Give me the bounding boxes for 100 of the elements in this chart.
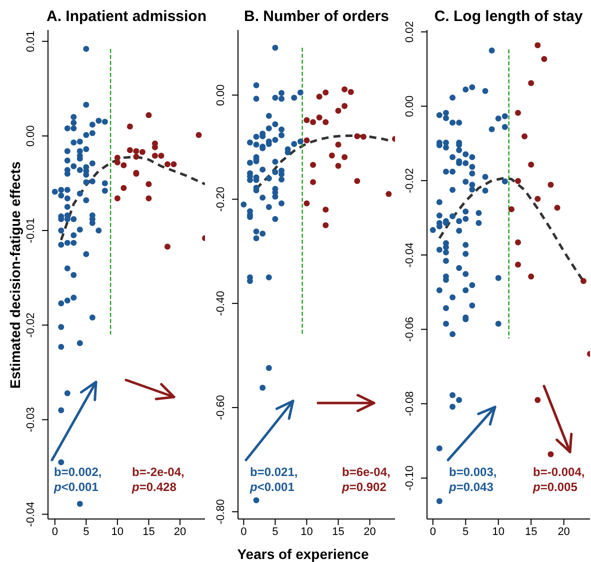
point [158,152,164,159]
chart-title: C. Log length of stay [433,8,584,25]
y-tick-label: -0.40 [215,290,227,316]
x-tick-label: 20 [364,526,376,538]
annotation: b=0.002, [54,465,102,479]
point [348,88,354,95]
point [354,178,360,184]
x-tick-label: 10 [300,526,313,538]
point [548,182,554,188]
x-tick-label: 15 [332,526,344,538]
point [514,110,521,116]
y-tick-label: 0.01 [25,30,37,52]
point [133,148,140,154]
annotation: p=0.043 [448,480,494,494]
y-tick-label: 0.00 [25,125,37,147]
point [146,181,152,188]
point [310,119,316,126]
point [342,103,348,110]
annotation: p<0.001 [53,480,99,494]
point [133,154,140,160]
point [328,152,335,159]
annotation: p<0.001 [249,480,295,494]
point [304,200,310,206]
point [304,137,310,144]
point [139,149,146,156]
point [528,80,534,86]
point [541,56,548,62]
annotation: b=6e-04, [342,465,390,479]
y-tick-label: -0.04 [25,502,37,527]
point [335,162,342,169]
annotation: b=-2e-04, [132,465,184,479]
point [152,152,158,159]
x-tick-label: 10 [492,526,504,538]
point [386,191,392,198]
y-tick-label: -0.08 [404,391,416,416]
y-tick-label: -0.20 [215,186,227,212]
y-tick-label: -0.10 [404,466,416,491]
point [120,162,127,168]
x-axis-title: Years of experience [236,546,370,562]
point [322,89,329,96]
chart-title: B. Number of orders [242,8,390,25]
y-tick-label: -0.01 [25,218,37,244]
y-tick-label: -0.04 [404,242,416,268]
point [304,117,310,124]
point [360,134,366,140]
point [310,162,316,168]
point [146,195,152,202]
point [354,133,360,140]
x-tick-label: 20 [558,526,570,538]
y-tick-label: -0.06 [404,316,416,342]
point [554,204,560,211]
x-tick-label: 15 [142,526,155,538]
point [528,274,534,280]
annotation: p=0.428 [131,480,177,494]
point [514,262,521,268]
point [146,112,152,118]
x-tick-label: 20 [174,526,186,538]
point [126,123,133,130]
y-tick-label: -0.60 [215,395,227,420]
annotation: b=0.021, [250,465,298,479]
point [342,86,348,92]
chart-title: A. Inpatient admission [45,8,208,25]
point [322,119,329,126]
x-tick-label: 0 [240,526,247,538]
annotation: b=0.003, [449,465,497,479]
x-tick-label: 10 [111,526,124,538]
point [322,206,329,213]
point [196,132,202,138]
point [534,42,541,48]
point [310,179,316,186]
annotation: p=0.902 [341,480,387,494]
point [316,94,322,100]
point [322,222,329,228]
line-series [60,155,205,242]
point [342,154,348,160]
x-tick-label: 15 [524,526,538,538]
x-tick-label: 5 [83,526,90,538]
y-tick-label: 0.00 [215,84,227,106]
point [522,133,528,140]
point [164,161,170,168]
point [335,108,342,114]
point [534,397,541,404]
y-tick-label: 0.00 [404,96,416,117]
point [580,278,586,284]
y-tick-label: -0.02 [404,168,416,194]
y-tick-label: -0.03 [25,407,37,432]
line-series [438,176,585,282]
point [508,206,514,212]
y-tick-label: 0.02 [404,21,416,43]
y-tick-label: -0.02 [25,312,37,338]
point [514,239,521,246]
x-tick-label: 5 [462,526,469,538]
point [528,162,534,168]
point [548,451,554,458]
x-tick-label: 0 [52,526,58,538]
point [316,114,322,120]
point [114,195,120,202]
point [514,178,521,184]
point [534,196,541,202]
x-tick-label: 0 [430,526,436,538]
